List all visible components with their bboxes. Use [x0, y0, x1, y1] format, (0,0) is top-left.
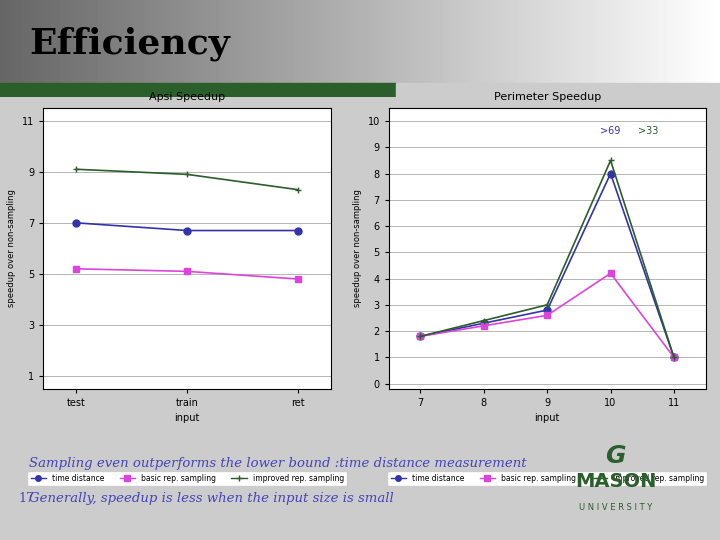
Text: G: G	[606, 444, 626, 468]
Legend: time distance, basic rep. sampling, improved rep. sampling: time distance, basic rep. sampling, impr…	[387, 471, 707, 486]
Y-axis label: speedup over non-sampling: speedup over non-sampling	[7, 190, 17, 307]
Text: MASON: MASON	[575, 472, 657, 491]
Text: Generally, speedup is less when the input size is small: Generally, speedup is less when the inpu…	[29, 492, 394, 505]
Text: Efficiency: Efficiency	[29, 26, 230, 61]
Text: U N I V E R S I T Y: U N I V E R S I T Y	[579, 503, 652, 512]
Title: Perimeter Speedup: Perimeter Speedup	[494, 92, 600, 102]
Text: >33: >33	[639, 126, 659, 136]
Bar	[396, 83, 720, 97]
Text: >69: >69	[600, 126, 621, 136]
Text: Sampling even outperforms the lower bound :time distance measurement: Sampling even outperforms the lower boun…	[29, 457, 526, 470]
X-axis label: input: input	[174, 414, 200, 423]
Legend: time distance, basic rep. sampling, improved rep. sampling: time distance, basic rep. sampling, impr…	[27, 471, 347, 486]
X-axis label: input: input	[534, 414, 560, 423]
Y-axis label: speedup over non-sampling: speedup over non-sampling	[353, 190, 362, 307]
Bar	[0, 83, 396, 97]
Text: 17: 17	[18, 492, 34, 505]
Title: Apsi Speedup: Apsi Speedup	[149, 92, 225, 102]
